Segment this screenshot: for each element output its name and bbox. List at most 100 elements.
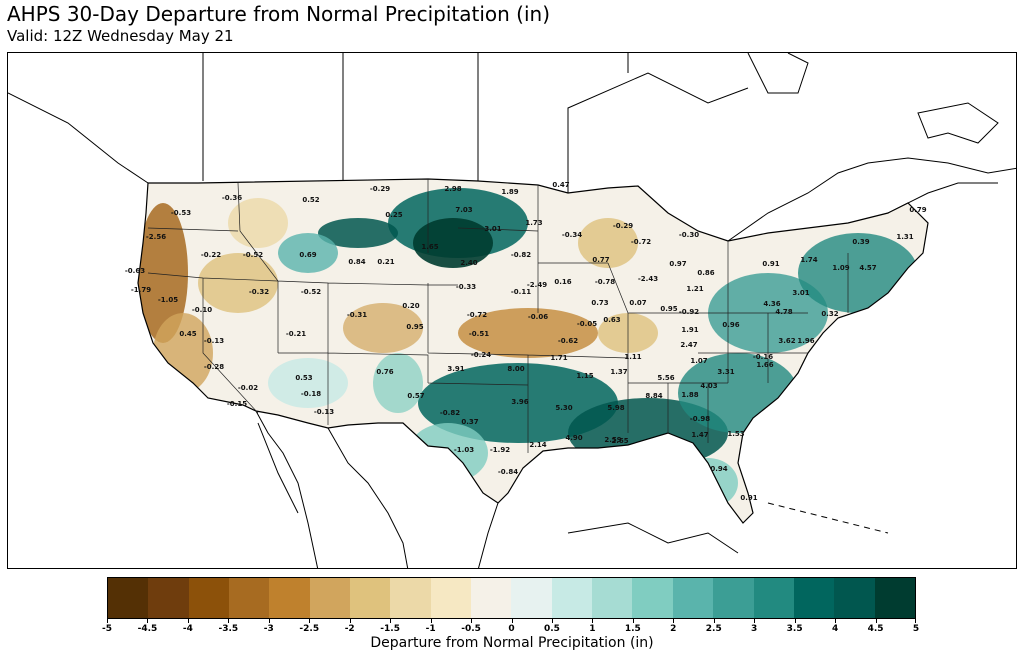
colorbar-tick: [632, 619, 634, 623]
colorbar-tick-label: 1: [589, 624, 596, 634]
colorbar-tick: [309, 619, 311, 623]
colorbar-segment: [753, 578, 794, 618]
value-label: 1.65: [421, 243, 438, 251]
colorbar-tick-label: 0: [508, 624, 515, 634]
value-label: -0.29: [613, 222, 633, 230]
value-label: -0.92: [679, 308, 699, 316]
colorbar-tick-label: 4: [831, 624, 839, 634]
value-label: 2.40: [460, 259, 477, 267]
colorbar-segment: [229, 578, 270, 618]
value-label: 3.96: [511, 398, 528, 406]
value-label: 0.94: [710, 465, 727, 473]
mexico-outline: [255, 410, 739, 568]
colorbar-tick: [430, 619, 432, 623]
colorbar-segment: [551, 578, 593, 618]
value-label: 1.71: [550, 354, 567, 362]
value-label: 5.30: [555, 404, 572, 412]
colorbar-tick-label: -2: [344, 624, 355, 634]
colorbar-tick: [471, 619, 473, 623]
value-label: -0.28: [204, 363, 224, 371]
value-label: -1.05: [158, 296, 178, 304]
value-label: 2.59: [604, 436, 621, 444]
value-label: -0.78: [595, 278, 615, 286]
value-label: -0.52: [301, 288, 321, 296]
value-label: 5.56: [657, 374, 674, 382]
value-labels: -0.29 2.98 1.89 0.47 -0.36 0.52 7.03 1.73 -0.53 0…: [125, 181, 927, 502]
colorbar-tick: [673, 619, 675, 623]
colorbar-segment: [148, 578, 189, 618]
value-label: 0.77: [592, 256, 609, 264]
colorbar-segment: [672, 578, 714, 618]
value-label: 2.98: [444, 185, 461, 193]
colorbar-tick-label: 3.5: [786, 624, 803, 634]
value-label: 1.66: [756, 361, 773, 369]
value-label: 2.65: [611, 437, 628, 445]
colorbar-tick: [713, 619, 715, 623]
value-label: 2.47: [680, 341, 697, 349]
value-label: -0.06: [528, 313, 548, 321]
value-label: 0.63: [603, 316, 620, 324]
colorbar-segment: [471, 578, 512, 618]
colorbar-tick: [551, 619, 553, 623]
value-label: 4.90: [565, 434, 582, 442]
value-label: 7.03: [455, 206, 472, 214]
colorbar-bar: [107, 577, 916, 619]
value-label: -0.13: [314, 408, 334, 416]
colorbar-tick-label: 2: [670, 624, 677, 634]
colorbar-tick-label: -4: [182, 624, 193, 634]
colorbar-tick-label: -3: [263, 624, 274, 634]
colorbar-tick: [794, 619, 796, 623]
value-label: -0.18: [301, 390, 321, 398]
colorbar-segment: [592, 578, 633, 618]
value-label: 5.98: [607, 404, 624, 412]
value-label: -0.33: [456, 283, 476, 291]
value-label: 1.07: [690, 357, 707, 365]
value-label: 3.31: [717, 368, 734, 376]
colorbar-tick-label: 1.5: [624, 624, 641, 634]
colorbar: -5 -4.5 -4 -3.5 -3 -2.5 -2 -1.5 -1 -0.5 0 0.5 1 1.5 2 2…: [102, 577, 919, 634]
value-label: -2.56: [146, 233, 166, 241]
colorbar-segment: [188, 578, 230, 618]
hudson-bay: [747, 53, 809, 94]
value-label: -0.72: [631, 238, 651, 246]
colorbar-segment: [269, 578, 310, 618]
colorbar-tick-label: 5: [912, 624, 920, 634]
colorbar-segment: [834, 578, 875, 618]
value-label: -0.34: [562, 231, 582, 239]
value-label: -0.52: [243, 251, 263, 259]
value-label: -0.31: [347, 311, 367, 319]
value-label: 4.36: [763, 300, 780, 308]
colorbar-segment: [430, 578, 472, 618]
value-label: 4.57: [859, 264, 876, 272]
cuba-outline: [767, 502, 889, 534]
value-label: 0.25: [385, 211, 402, 219]
value-label: -2.43: [638, 275, 658, 283]
value-label: 1.91: [681, 326, 698, 334]
value-label: -0.72: [467, 311, 487, 319]
colorbar-segment: [511, 578, 552, 618]
value-label: -0.13: [204, 337, 224, 345]
value-label: 4.03: [700, 382, 717, 390]
colorbar-tick: [835, 619, 837, 623]
value-label: 1.53: [727, 430, 744, 438]
value-label: -0.10: [192, 306, 212, 314]
colorbar-segment: [309, 578, 351, 618]
canada-border: [8, 92, 149, 184]
colorbar-tick-label: 3: [751, 624, 758, 634]
coastline-north: [202, 53, 749, 193]
colorbar-tick-label: -5: [102, 624, 112, 634]
colorbar-tick-label: -2.5: [299, 624, 320, 634]
colorbar-tick: [349, 619, 351, 623]
map-subtitle: Valid: 12Z Wednesday May 21: [7, 27, 234, 45]
colorbar-tick-label: -1.5: [380, 624, 400, 634]
value-label: 0.45: [179, 330, 196, 338]
colorbar-tick: [147, 619, 149, 623]
colorbar-tick: [915, 619, 916, 623]
value-label: 0.76: [376, 368, 393, 376]
value-label: -0.62: [558, 337, 578, 345]
colorbar-segment: [390, 578, 431, 618]
colorbar-tick: [268, 619, 270, 623]
value-label: 1.88: [681, 391, 698, 399]
colorbar-tick-label: -0.5: [461, 624, 481, 634]
value-label: 0.91: [762, 260, 779, 268]
